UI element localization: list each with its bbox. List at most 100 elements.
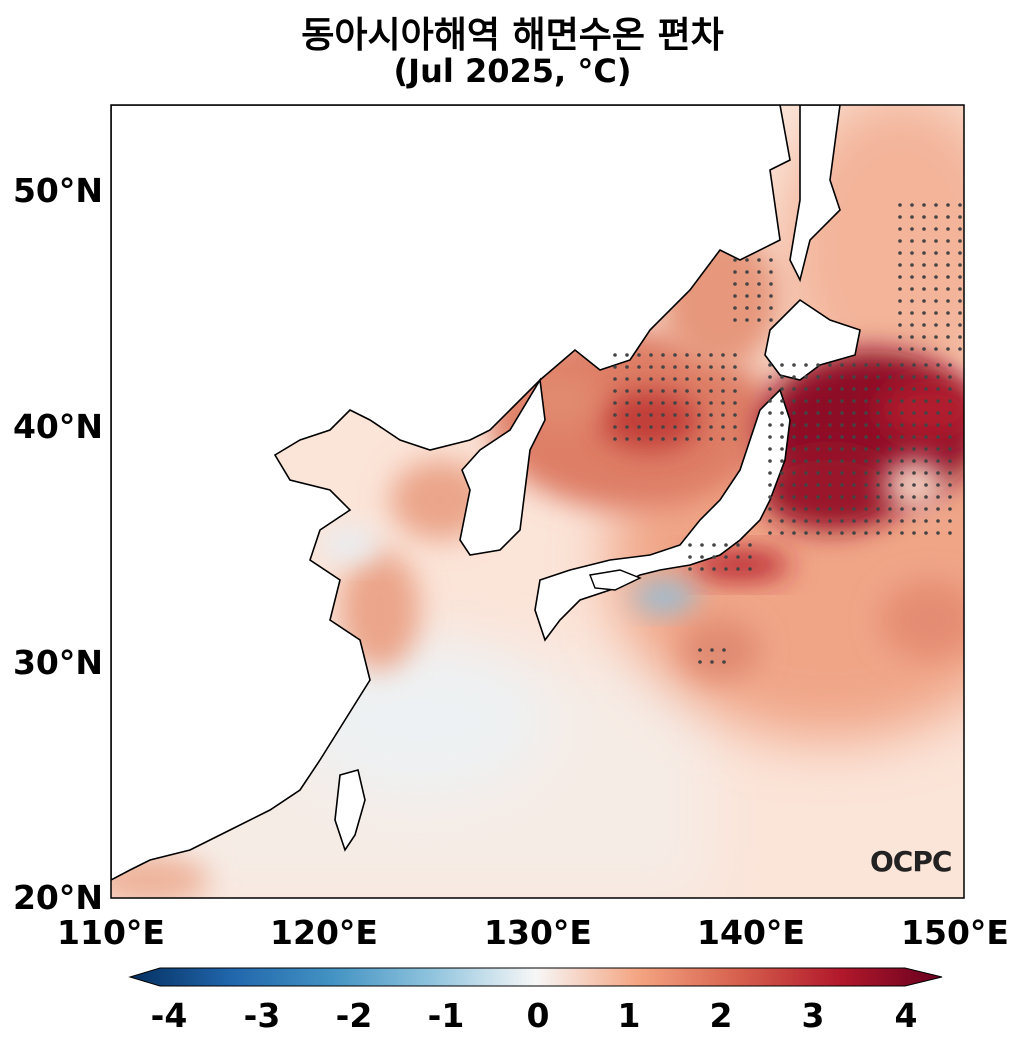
significance-dot	[922, 299, 926, 303]
cb-tick-m2: -2	[335, 996, 373, 1035]
significance-dot	[912, 411, 916, 415]
significance-dot	[709, 377, 713, 381]
significance-dot	[780, 435, 784, 439]
significance-dot	[661, 437, 665, 441]
significance-dot	[900, 495, 904, 499]
lat-tick-20: 20°N	[12, 878, 103, 917]
significance-dot	[661, 377, 665, 381]
ocpc-logo: OCPC	[870, 845, 952, 878]
significance-dot	[673, 437, 677, 441]
significance-dot	[757, 258, 761, 262]
cb-tick-2: 2	[709, 996, 733, 1035]
significance-dot	[757, 270, 761, 274]
significance-dot	[936, 495, 940, 499]
significance-dot	[864, 483, 868, 487]
significance-dot	[924, 495, 928, 499]
significance-dot	[852, 483, 856, 487]
lat-tick-50: 50°N	[12, 171, 103, 210]
cb-tick-m1: -1	[427, 996, 465, 1035]
significance-dot	[864, 495, 868, 499]
significance-dot	[910, 347, 914, 351]
significance-dot	[840, 399, 844, 403]
significance-dot	[912, 519, 916, 523]
significance-dot	[922, 227, 926, 231]
significance-dot	[876, 423, 880, 427]
significance-dot	[936, 507, 940, 511]
significance-dot	[768, 387, 772, 391]
significance-dot	[900, 411, 904, 415]
significance-dot	[958, 275, 962, 279]
significance-dot	[912, 531, 916, 535]
significance-dot	[898, 251, 902, 255]
significance-dot	[946, 347, 950, 351]
significance-dot	[900, 471, 904, 475]
significance-dot	[625, 365, 629, 369]
significance-dot	[733, 282, 737, 286]
lon-tick-110: 110°E	[57, 913, 165, 952]
significance-dot	[709, 425, 713, 429]
significance-dot	[936, 447, 940, 451]
significance-dot	[876, 459, 880, 463]
significance-dot	[637, 353, 641, 357]
significance-dot	[816, 519, 820, 523]
significance-dot	[934, 263, 938, 267]
significance-dot	[852, 519, 856, 523]
significance-dot	[673, 353, 677, 357]
significance-dot	[637, 365, 641, 369]
colorbar	[128, 967, 943, 987]
significance-dot	[864, 507, 868, 511]
significance-dot	[864, 531, 868, 535]
significance-dot	[733, 413, 737, 417]
lon-tick-120: 120°E	[270, 913, 378, 952]
significance-dot	[934, 323, 938, 327]
significance-dot	[700, 555, 704, 559]
land-taiwan	[334, 769, 366, 852]
significance-dot	[816, 423, 820, 427]
significance-dot	[922, 347, 926, 351]
significance-dot	[948, 363, 952, 367]
significance-dot	[722, 660, 726, 664]
significance-dot	[876, 519, 880, 523]
significance-dot	[924, 519, 928, 523]
significance-dot	[661, 425, 665, 429]
significance-dot	[898, 275, 902, 279]
significance-dot	[922, 203, 926, 207]
significance-dot	[900, 387, 904, 391]
significance-dot	[768, 483, 772, 487]
significance-dot	[876, 471, 880, 475]
significance-dot	[637, 377, 641, 381]
significance-dot	[934, 287, 938, 291]
significance-dot	[840, 483, 844, 487]
significance-dot	[816, 471, 820, 475]
significance-dot	[828, 423, 832, 427]
significance-dot	[922, 251, 926, 255]
significance-dot	[816, 459, 820, 463]
significance-dot	[934, 335, 938, 339]
significance-dot	[912, 375, 916, 379]
significance-dot	[922, 263, 926, 267]
significance-dot	[876, 387, 880, 391]
significance-dot	[721, 377, 725, 381]
significance-dot	[910, 239, 914, 243]
significance-dot	[613, 353, 617, 357]
significance-dot	[736, 543, 740, 547]
significance-dot	[792, 423, 796, 427]
significance-dot	[900, 507, 904, 511]
significance-dot	[709, 437, 713, 441]
significance-dot	[924, 507, 928, 511]
significance-dot	[924, 459, 928, 463]
significance-dot	[697, 389, 701, 393]
significance-dot	[910, 275, 914, 279]
significance-dot	[840, 423, 844, 427]
significance-dot	[745, 306, 749, 310]
significance-dot	[828, 399, 832, 403]
significance-dot	[840, 495, 844, 499]
significance-dot	[840, 459, 844, 463]
significance-dot	[852, 447, 856, 451]
significance-dot	[661, 353, 665, 357]
significance-dot	[888, 483, 892, 487]
significance-dot	[688, 543, 692, 547]
significance-dot	[733, 318, 737, 322]
significance-dot	[924, 363, 928, 367]
significance-dot	[685, 437, 689, 441]
